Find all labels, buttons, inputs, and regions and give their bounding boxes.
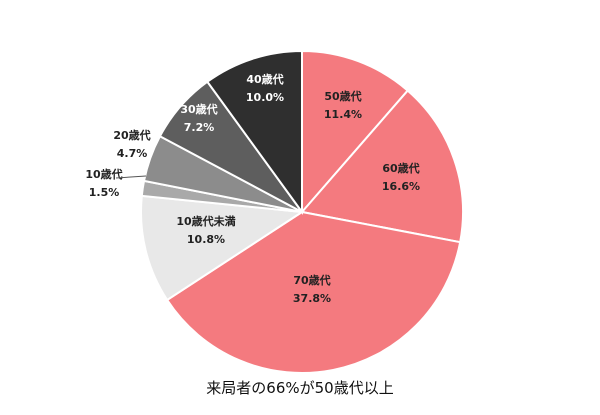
pie-slice (300, 89, 464, 244)
slice-label: 10歳代未満 (176, 214, 235, 228)
pie-slice (301, 49, 410, 215)
slice-value-label: 1.5% (89, 186, 120, 199)
slice-label: 20歳代 (113, 128, 150, 142)
pie-slice (205, 49, 303, 216)
slice-label: 10歳代 (85, 167, 122, 181)
slice-value-label: 10.8% (187, 233, 225, 246)
slice-value-label: 10.0% (246, 91, 284, 104)
label-leader-line (115, 175, 147, 179)
pie-slices (140, 49, 464, 374)
slice-value-label: 37.8% (293, 292, 331, 305)
pie-slice (140, 194, 305, 302)
slice-value-label: 11.4% (324, 108, 362, 121)
slice-label: 60歳代 (382, 161, 419, 175)
slice-label: 40歳代 (246, 72, 283, 86)
slice-value-label: 16.6% (382, 180, 420, 193)
slice-value-label: 4.7% (117, 147, 148, 160)
chart-caption: 来局者の66%が50歳代以上 (206, 379, 393, 397)
slice-value-label: 7.2% (184, 121, 215, 134)
pie-labels: 50歳代 11.4% 60歳代 16.6% 70歳代 37.8% 10歳代未満 10.8% 10… (85, 72, 420, 305)
slice-label: 50歳代 (324, 89, 361, 103)
slice-label: 70歳代 (293, 273, 330, 287)
slice-label: 30歳代 (180, 102, 217, 116)
